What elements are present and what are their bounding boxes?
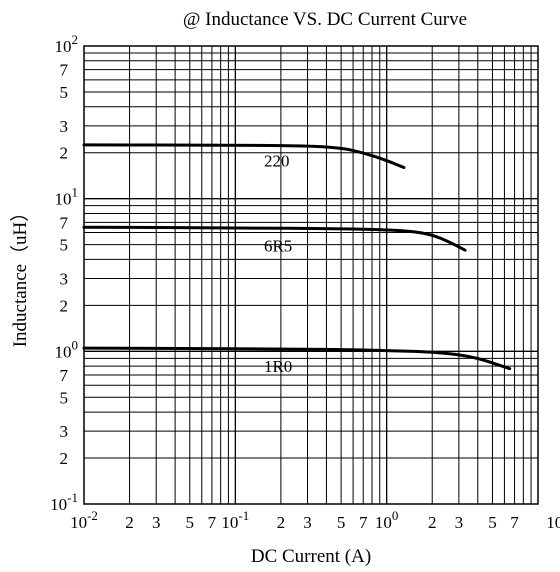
y-tick-label: 7 <box>60 366 69 385</box>
x-tick-label: 3 <box>455 513 464 532</box>
x-tick-label: 3 <box>152 513 161 532</box>
x-tick-label: 10-2 <box>70 508 98 532</box>
plot-frame <box>83 45 539 505</box>
series-label-6r5: 6R5 <box>264 236 292 255</box>
y-tick-label: 3 <box>60 422 69 441</box>
series-line-6r5 <box>82 225 467 252</box>
y-tick-label: 100 <box>55 337 79 361</box>
x-tick-label: 5 <box>337 513 346 532</box>
x-tick-label: 2 <box>428 513 437 532</box>
x-tick-label: 5 <box>488 513 497 532</box>
x-tick-label: 7 <box>208 513 217 532</box>
series-label-220: 220 <box>264 151 290 170</box>
y-tick-label: 101 <box>55 185 79 209</box>
x-axis-label: DC Current (A) <box>251 546 371 567</box>
x-tick-label: 3 <box>303 513 312 532</box>
series-line-220 <box>82 143 406 169</box>
x-tick-label: 2 <box>277 513 286 532</box>
y-tick-label: 102 <box>55 32 79 56</box>
y-tick-label: 5 <box>60 236 69 255</box>
series-label-1r0: 1R0 <box>264 357 292 376</box>
tick-labels: 10-210-110010123572357235710-11001011022… <box>50 32 560 532</box>
y-tick-label: 5 <box>60 83 69 102</box>
x-tick-label: 100 <box>375 508 399 532</box>
chart-title: @ Inductance VS. DC Current Curve <box>183 9 467 30</box>
series-line-1r0 <box>82 346 512 371</box>
x-tick-label: 5 <box>186 513 195 532</box>
y-axis-label: Inductance（uH） <box>9 203 31 348</box>
y-tick-label: 5 <box>60 388 69 407</box>
x-tick-label: 10-1 <box>221 508 249 532</box>
x-tick-label: 101 <box>546 508 560 532</box>
y-tick-label: 2 <box>60 296 69 315</box>
y-tick-label: 7 <box>60 61 69 80</box>
grid <box>84 46 538 504</box>
x-tick-label: 7 <box>510 513 519 532</box>
y-tick-label: 10-1 <box>50 490 78 514</box>
y-tick-label: 2 <box>60 449 69 468</box>
y-tick-label: 2 <box>60 144 69 163</box>
x-tick-label: 7 <box>359 513 368 532</box>
y-tick-label: 3 <box>60 269 69 288</box>
x-tick-label: 2 <box>125 513 134 532</box>
y-tick-label: 3 <box>60 117 69 136</box>
series-group: 220 6R5 1R0 <box>82 143 512 376</box>
y-tick-label: 7 <box>60 213 69 232</box>
